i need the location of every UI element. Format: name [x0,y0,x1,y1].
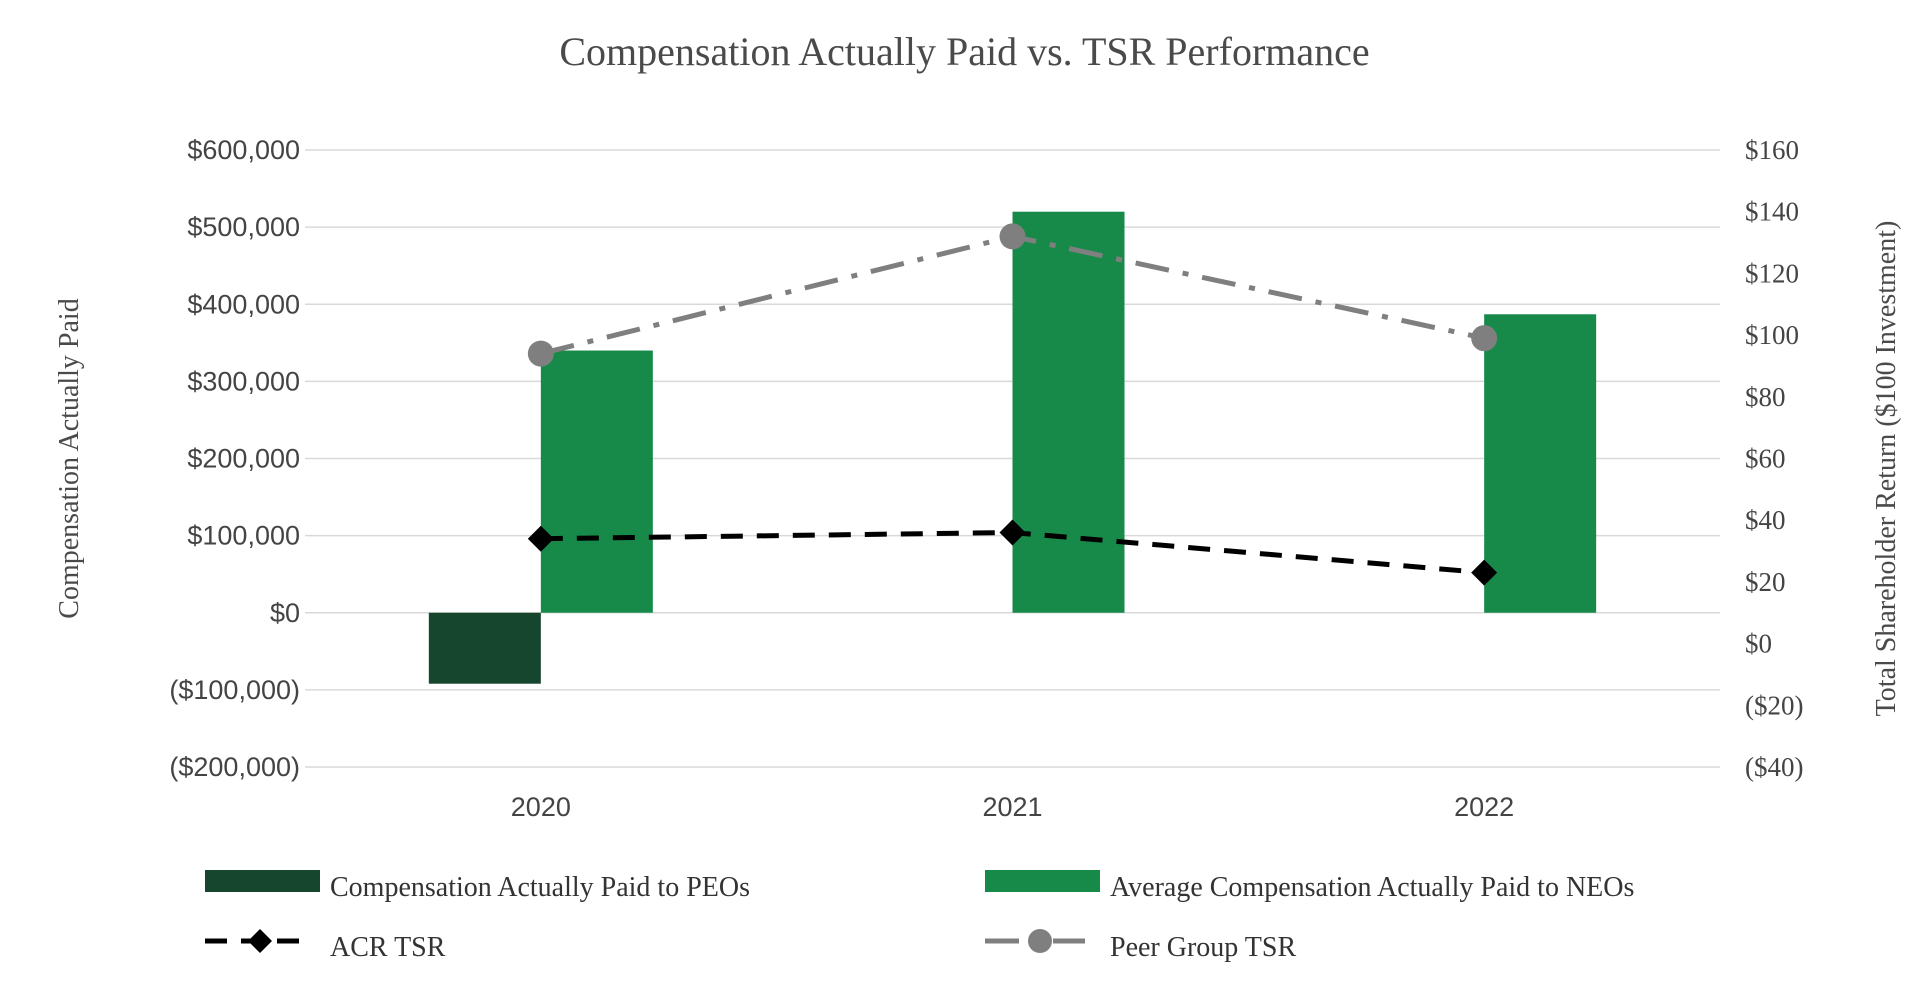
y-tick-label: $500,000 [187,212,300,242]
y2-tick-label: $40 [1745,505,1786,535]
legend-marker-diamond [248,929,272,953]
peer-tsr-point [527,340,554,367]
x-tick-label: 2021 [982,792,1042,822]
y-tick-label: $100,000 [187,521,300,551]
y-tick-label: $600,000 [187,135,300,165]
bar-neo [1484,314,1597,613]
y2-tick-label: $0 [1745,629,1772,659]
legend-label: Average Compensation Actually Paid to NE… [1110,872,1634,903]
y-axis-title: Compensation Actually Paid [54,298,85,618]
y-tick-label: $300,000 [187,366,300,396]
y-tick-label: $400,000 [187,289,300,319]
acr-tsr-point [1471,559,1498,586]
acr-tsr-point [999,519,1026,546]
y-tick-label: ($100,000) [169,675,300,705]
y2-tick-label: ($40) [1745,752,1803,782]
y2-tick-label: $140 [1745,197,1799,227]
legend-label: ACR TSR [330,932,446,963]
legend-swatch-peo [205,870,320,892]
bar-peo [428,612,541,684]
y2-tick-label: ($20) [1745,690,1803,720]
x-tick-label: 2022 [1454,792,1514,822]
y2-tick-label: $20 [1745,567,1786,597]
legend-label: Compensation Actually Paid to PEOs [330,872,750,903]
legend-marker-circle [1028,929,1052,953]
bar-neo [1012,211,1125,613]
y2-axis-title: Total Shareholder Return ($100 Investmen… [1871,221,1902,717]
acr-tsr-point [527,525,554,552]
legend-swatch-neo [985,870,1100,892]
y-tick-label: ($200,000) [169,752,300,782]
y2-tick-label: $160 [1745,135,1799,165]
y2-tick-label: $80 [1745,382,1786,412]
y-tick-label: $200,000 [187,444,300,474]
legend-label: Peer Group TSR [1110,932,1296,963]
y-tick-label: $0 [270,598,300,628]
bar-neo [540,350,653,613]
y2-tick-label: $120 [1745,258,1799,288]
y2-tick-label: $60 [1745,444,1786,474]
peer-tsr-point [999,223,1026,250]
x-tick-label: 2020 [511,792,571,822]
chart-title: Compensation Actually Paid vs. TSR Perfo… [559,29,1370,74]
peer-tsr-point [1471,325,1498,352]
y2-tick-label: $100 [1745,320,1799,350]
